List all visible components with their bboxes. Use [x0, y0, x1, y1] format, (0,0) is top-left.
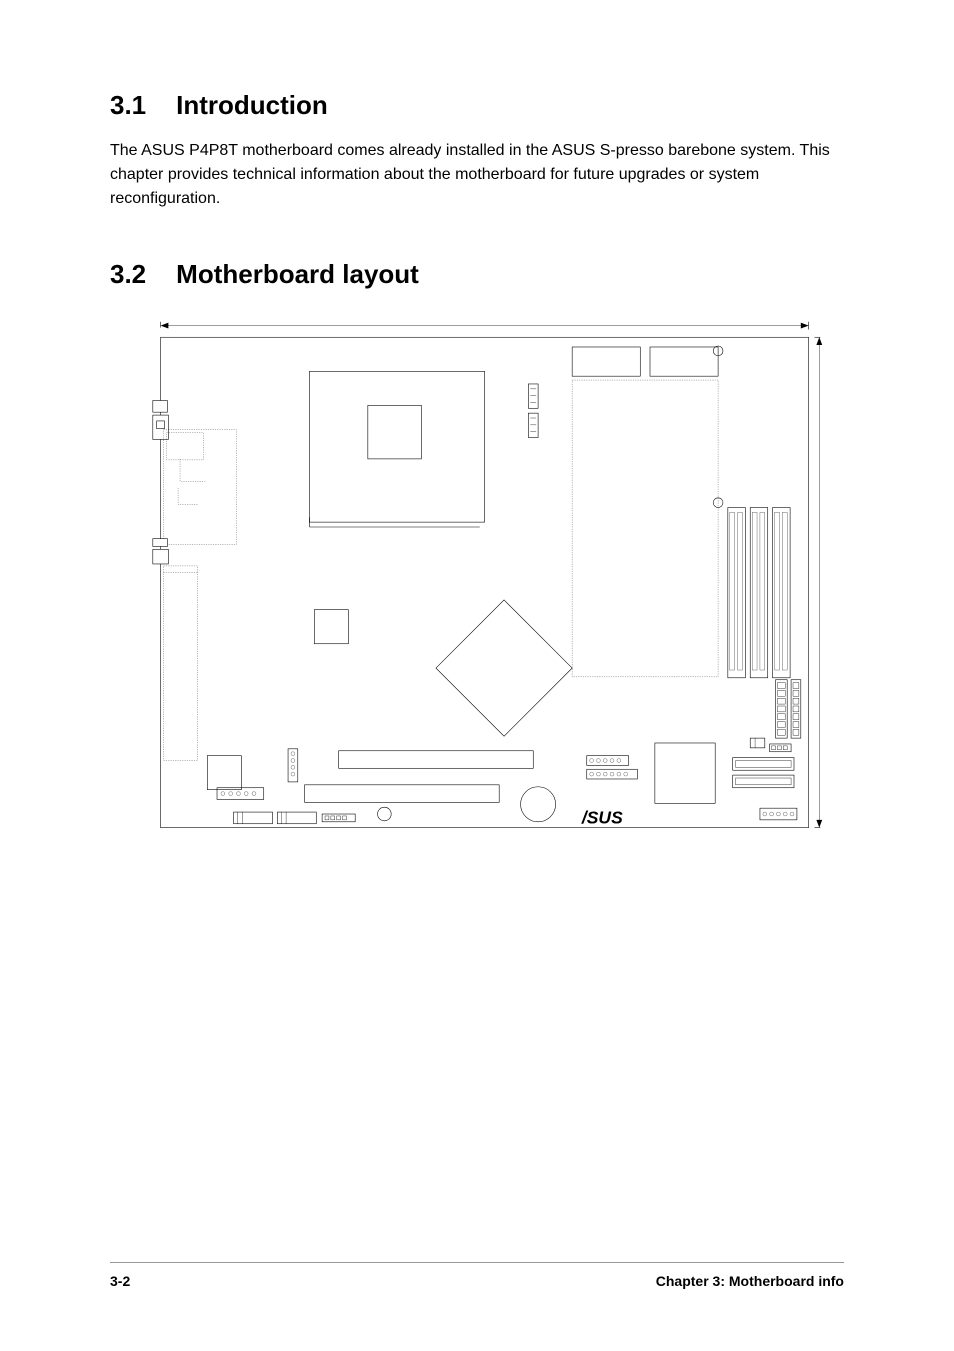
pci-slot-2 — [305, 785, 500, 803]
dimension-arrow-vertical — [814, 337, 822, 827]
mount-hole — [378, 807, 392, 821]
section-2-title: Motherboard layout — [176, 259, 419, 289]
southbridge-chip — [655, 743, 715, 803]
section-1-title: Introduction — [176, 90, 328, 120]
footer-chapter: Chapter 3: Motherboard info — [656, 1273, 844, 1289]
jumper-3pin — [770, 744, 791, 752]
audio-codec — [207, 756, 241, 790]
rear-io-stack — [153, 401, 237, 761]
page-footer: 3-2 Chapter 3: Motherboard info — [110, 1262, 844, 1289]
asus-logo: /SUS — [581, 808, 623, 828]
section-2-heading: 3.2 Motherboard layout — [110, 259, 844, 290]
dimm-slots — [728, 508, 790, 678]
northbridge-chip — [436, 600, 572, 736]
motherboard-diagram: /SUS — [110, 308, 844, 853]
header-vert-1 — [288, 749, 298, 782]
panel-header-br — [760, 808, 797, 820]
cpu-socket — [309, 371, 484, 527]
dimension-arrow-horizontal — [161, 322, 809, 330]
section-2-number: 3.2 — [110, 259, 146, 290]
pci-slot-1 — [339, 751, 534, 769]
mid-headers — [587, 756, 638, 779]
ide-connectors — [733, 758, 794, 788]
section-1-body: The ASUS P4P8T motherboard comes already… — [110, 139, 844, 211]
page: 3.1 Introduction The ASUS P4P8T motherboa… — [0, 0, 954, 1351]
footer-page-number: 3-2 — [110, 1273, 130, 1289]
section-1-heading: 3.1 Introduction — [110, 90, 844, 121]
small-chip-1 — [314, 610, 348, 644]
retention-area — [572, 346, 723, 677]
fan-headers — [528, 384, 538, 438]
bottom-headers — [234, 812, 356, 824]
atx-power — [776, 680, 801, 738]
cmos-battery — [521, 787, 556, 822]
section-1-number: 3.1 — [110, 90, 146, 121]
